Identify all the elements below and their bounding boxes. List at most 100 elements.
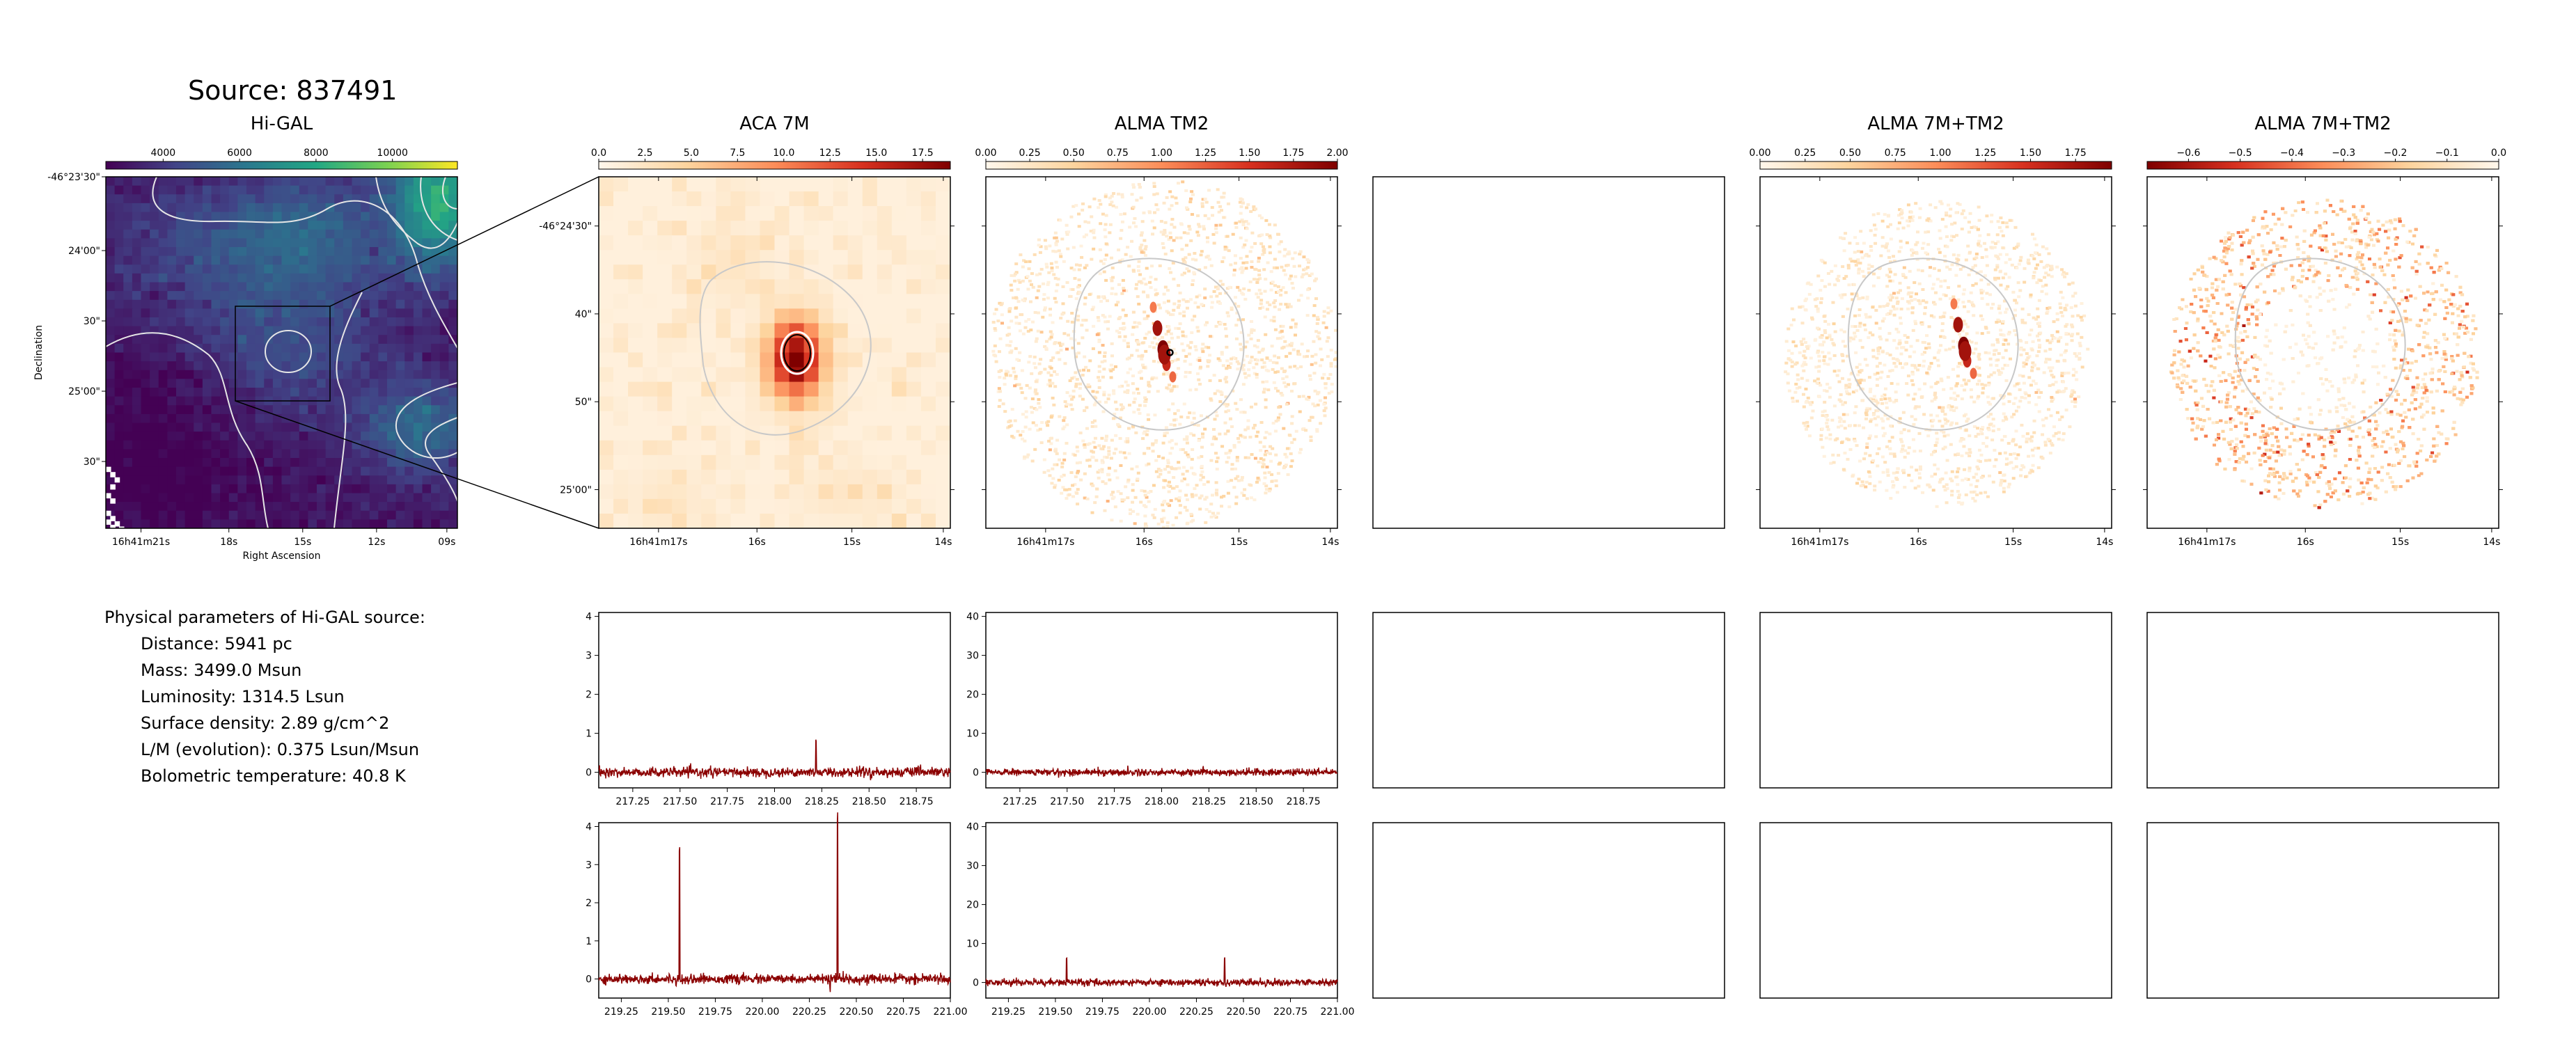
map-pixel [246, 422, 256, 432]
map-pixel [1091, 456, 1095, 459]
map-pixel [1275, 266, 1279, 269]
map-pixel [1117, 248, 1121, 252]
map-pixel [1005, 370, 1009, 373]
map-pixel [246, 238, 256, 248]
map-pixel [352, 177, 361, 187]
map-pixel [1317, 331, 1321, 335]
map-pixel [246, 440, 256, 450]
map-pixel [1260, 233, 1264, 237]
map-pixel [1131, 500, 1135, 504]
map-pixel [290, 475, 300, 485]
map-pixel [1322, 372, 1326, 376]
map-pixel [1203, 296, 1207, 299]
map-pixel [1977, 366, 1981, 370]
map-pixel [1970, 340, 1974, 344]
map-pixel [141, 458, 150, 468]
map-pixel [194, 449, 203, 459]
map-pixel [862, 177, 878, 192]
map-pixel [255, 370, 265, 379]
map-pixel [1249, 405, 1253, 409]
map-pixel [228, 475, 238, 485]
map-pixel [1053, 463, 1057, 466]
map-pixel [1971, 497, 1975, 500]
map-pixel [1243, 243, 1247, 246]
map-pixel [184, 194, 194, 204]
map-pixel [1070, 377, 1074, 380]
map-pixel [1032, 362, 1037, 365]
map-pixel [877, 191, 893, 207]
map-pixel [1149, 490, 1153, 493]
map-pixel [1083, 266, 1087, 269]
map-pixel [281, 388, 291, 397]
map-pixel [1095, 333, 1099, 336]
map-pixel [1140, 244, 1144, 247]
map-pixel [2019, 255, 2023, 259]
map-pixel [847, 191, 863, 207]
map-pixel [1176, 358, 1180, 361]
map-pixel [745, 411, 761, 427]
map-pixel [317, 238, 327, 248]
map-pixel [1035, 379, 1039, 382]
map-pixel [686, 235, 702, 251]
map-pixel [1935, 437, 1940, 441]
map-pixel [1966, 325, 1970, 329]
map-pixel [818, 440, 834, 456]
map-pixel [2026, 258, 2030, 262]
map-pixel [1176, 306, 1180, 309]
map-pixel [1126, 478, 1131, 482]
map-pixel [599, 469, 614, 485]
map-pixel [730, 250, 746, 265]
panel-frame [985, 176, 1338, 529]
map-pixel [1208, 335, 1212, 338]
map-pixel [1970, 301, 1974, 304]
map-pixel [176, 203, 186, 213]
map-pixel [1113, 412, 1117, 416]
map-pixel [1156, 522, 1161, 525]
map-pixel [789, 206, 805, 221]
map-pixel [1871, 413, 1876, 416]
map-pixel [1227, 456, 1231, 459]
map-pixel [334, 299, 344, 309]
map-pixel [1240, 365, 1244, 369]
map-pixel [158, 291, 168, 301]
map-pixel [1073, 482, 1077, 486]
map-pixel [1312, 340, 1316, 343]
map-pixel [877, 367, 893, 383]
map-pixel [1091, 347, 1095, 351]
map-pixel [1111, 491, 1115, 494]
map-pixel [272, 317, 283, 327]
map-pixel [1151, 442, 1155, 445]
map-pixel [1153, 336, 1157, 340]
map-pixel [361, 352, 370, 362]
map-pixel [760, 469, 776, 485]
map-pixel [325, 291, 335, 301]
map-pixel [228, 212, 238, 221]
emission-peak [1149, 301, 1157, 313]
map-pixel [220, 299, 230, 309]
map-pixel [1161, 246, 1165, 249]
map-pixel [1291, 318, 1295, 322]
map-pixel [290, 449, 300, 459]
map-pixel [1087, 385, 1092, 388]
map-pixel [1986, 495, 1990, 498]
map-pixel [1809, 316, 1814, 319]
map-pixel [325, 177, 335, 187]
map-pixel [730, 308, 746, 324]
map-pixel [308, 308, 317, 318]
map-pixel [439, 264, 449, 274]
map-pixel [114, 370, 124, 379]
map-pixel [1178, 422, 1182, 426]
map-pixel [716, 484, 731, 500]
map-pixel [1988, 357, 1993, 361]
map-pixel [1055, 438, 1060, 442]
map-pixel [906, 411, 922, 427]
map-pixel [422, 405, 432, 415]
map-pixel [1021, 279, 1025, 283]
map-pixel [1262, 445, 1266, 448]
map-pixel [114, 432, 124, 441]
mask-pixel [106, 493, 111, 499]
map-pixel [1034, 424, 1038, 427]
map-pixel [1154, 439, 1159, 443]
